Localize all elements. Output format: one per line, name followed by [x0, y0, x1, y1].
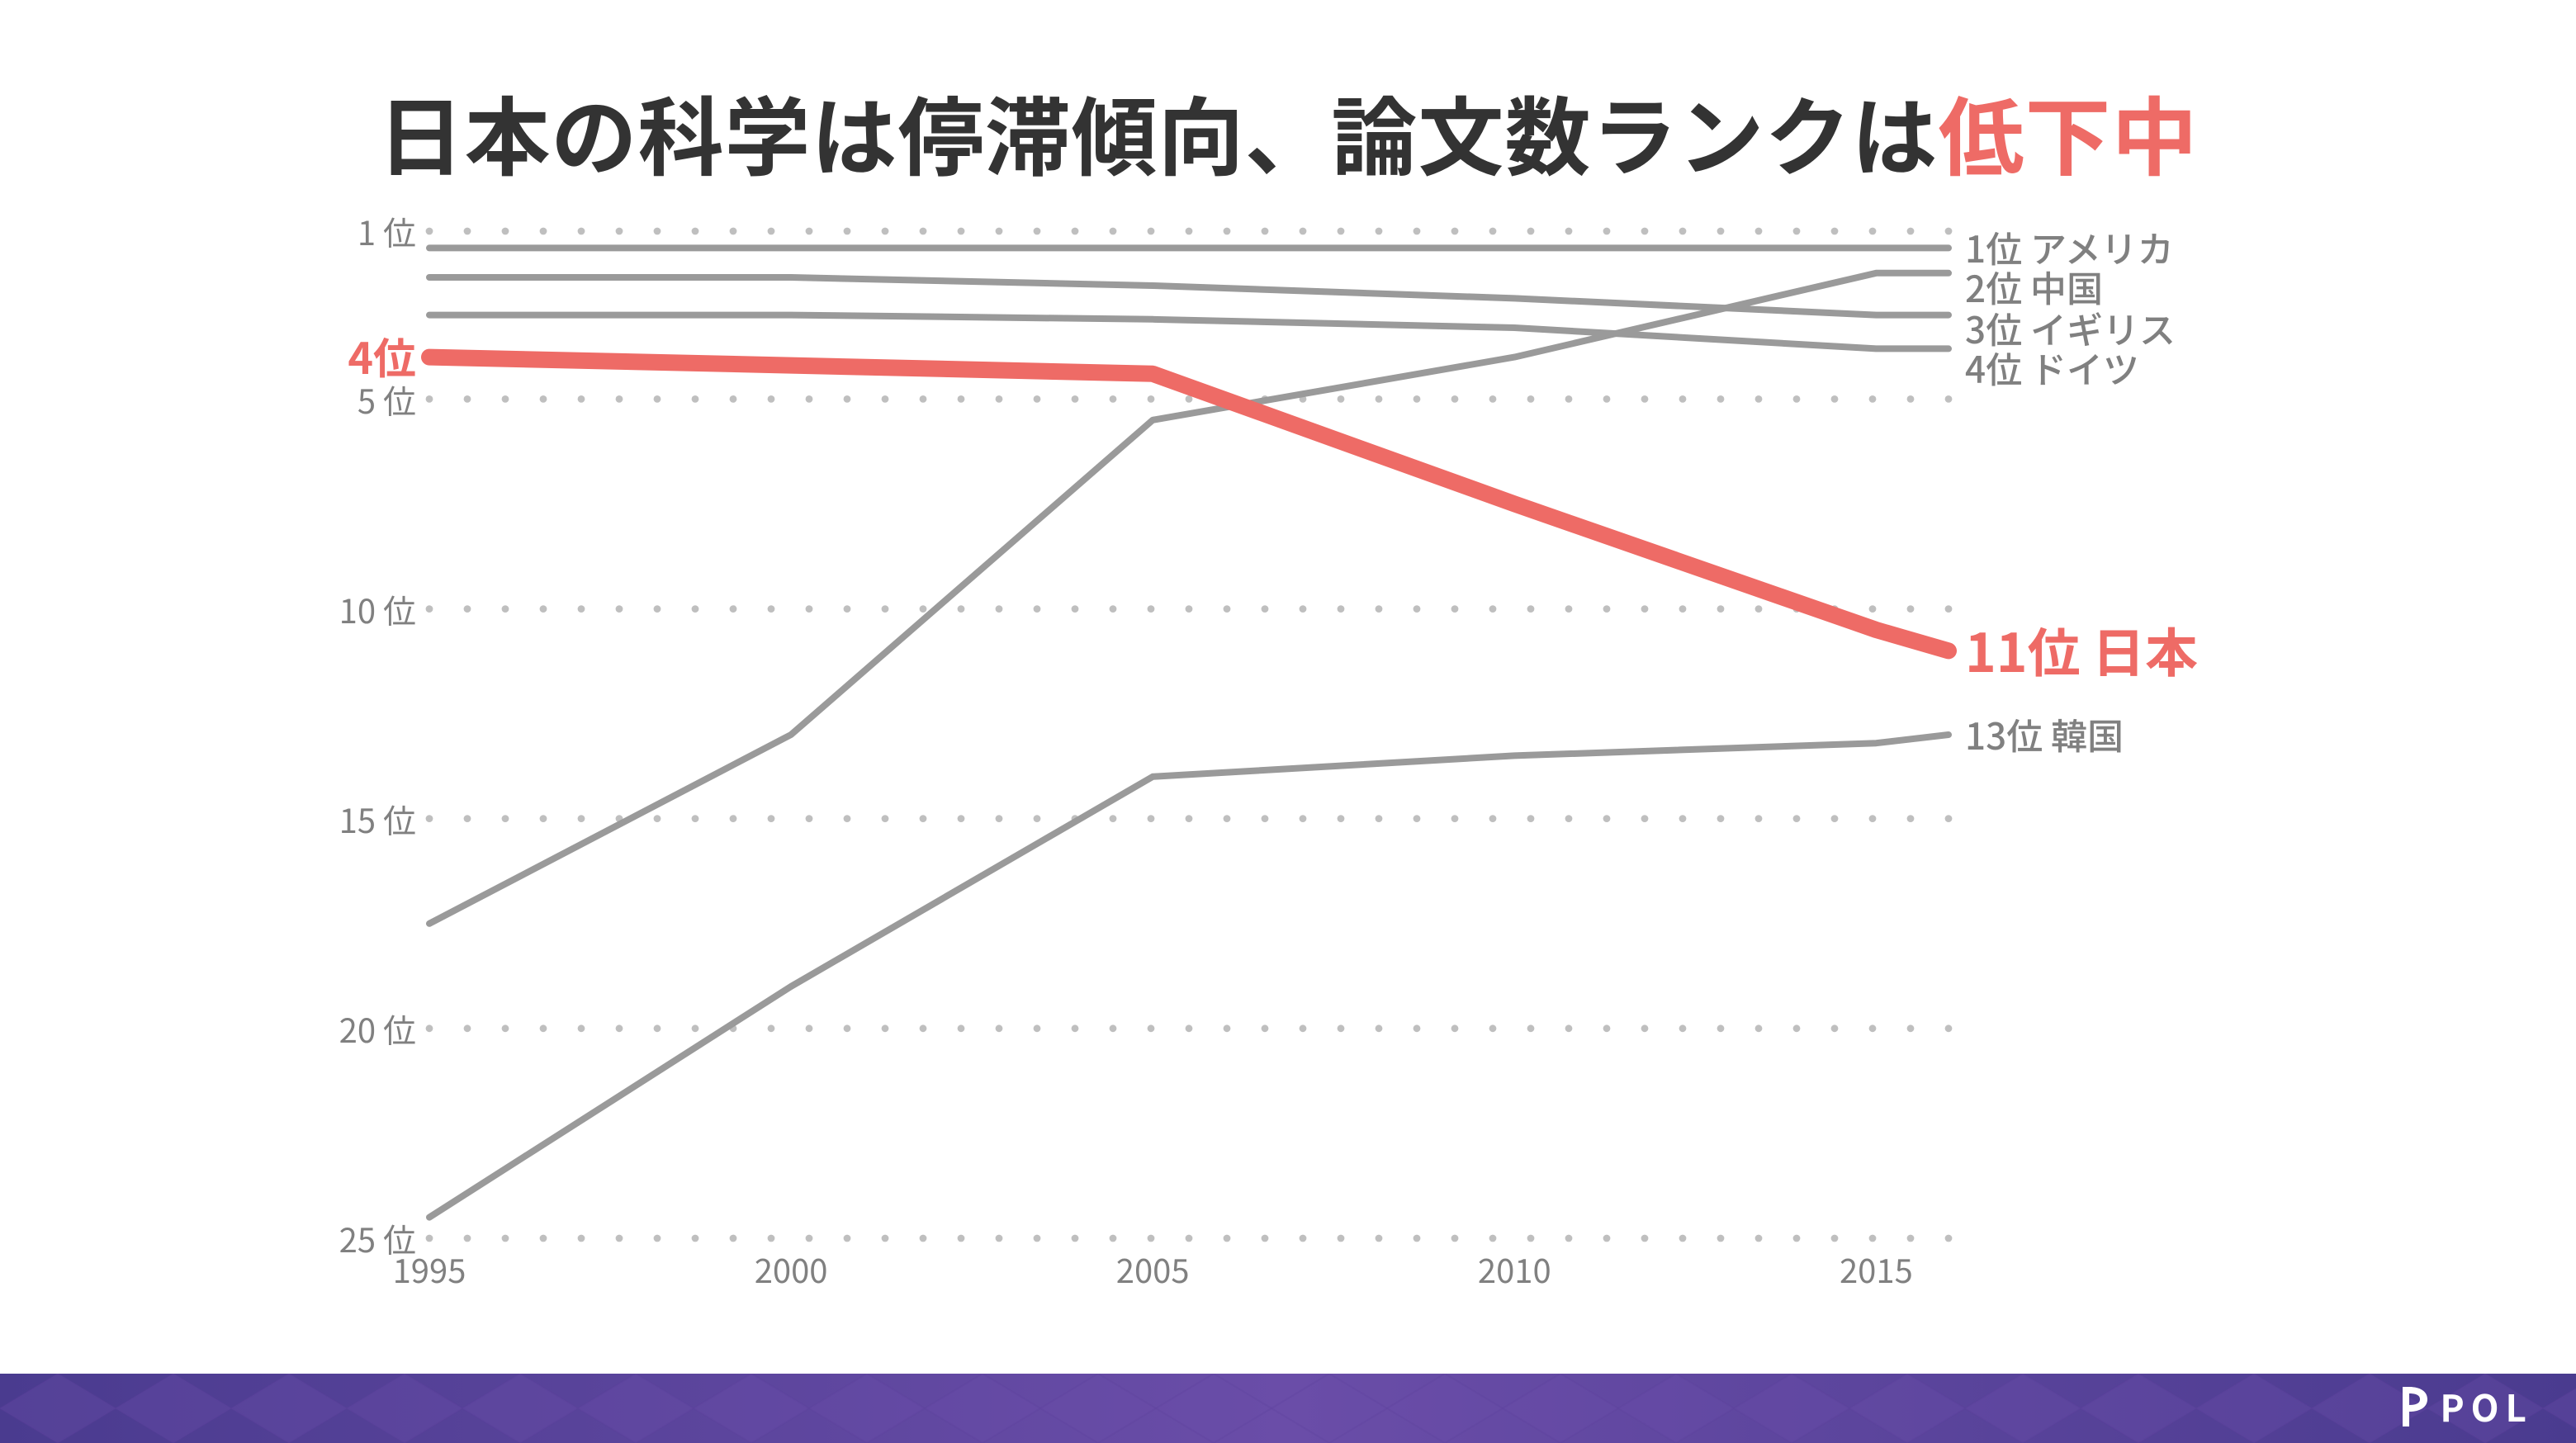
- series-end-label: 11位 日本: [1965, 613, 2198, 688]
- x-axis-tick-label: 1995: [393, 1245, 466, 1293]
- rank-chart: 1 位5 位10 位15 位20 位25 位199520002005201020…: [297, 215, 2328, 1337]
- y-axis-tick-label: 10 位: [339, 585, 416, 633]
- y-axis-tick-label: 1 位: [358, 207, 416, 255]
- y-axis-tick-label: 20 位: [339, 1005, 416, 1053]
- x-axis-tick-label: 2010: [1478, 1245, 1551, 1293]
- series-end-label: 4位 ドイツ: [1965, 342, 2139, 395]
- footer-bar: [0, 1374, 2576, 1443]
- x-axis-tick-label: 2000: [755, 1245, 828, 1293]
- x-axis-tick-label: 2005: [1116, 1245, 1190, 1293]
- brand-logo: POL: [2397, 1380, 2533, 1433]
- brand-text: POL: [2440, 1380, 2533, 1433]
- title-main: 日本の科学は停滞傾向、論文数ランクは: [377, 69, 1938, 193]
- series-start-label: 4位: [348, 327, 416, 388]
- y-axis-tick-label: 15 位: [339, 795, 416, 843]
- brand-p-icon: [2397, 1387, 2430, 1426]
- title-accent: 低下中: [1939, 69, 2199, 193]
- chart-plot-area: [429, 231, 1949, 1238]
- x-axis-tick-label: 2015: [1840, 1245, 1913, 1293]
- slide-title: 日本の科学は停滞傾向、論文数ランクは低下中: [0, 69, 2576, 193]
- series-end-label: 13位 韓国: [1965, 708, 2124, 761]
